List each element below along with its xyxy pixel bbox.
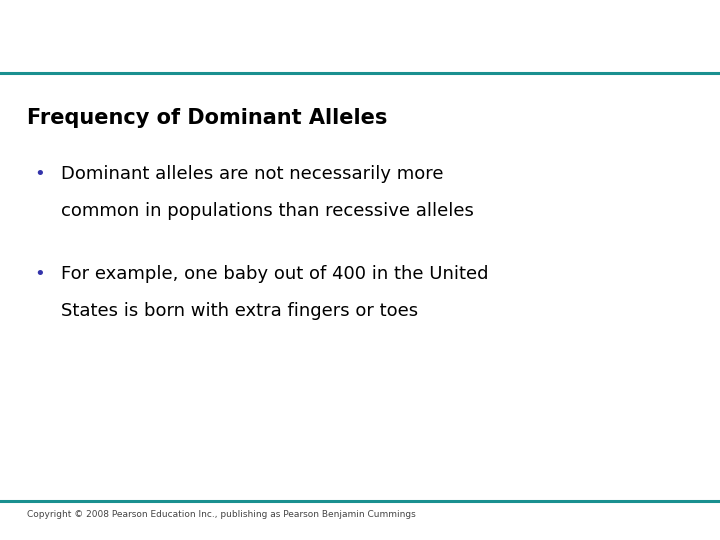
Text: Copyright © 2008 Pearson Education Inc., publishing as Pearson Benjamin Cummings: Copyright © 2008 Pearson Education Inc.,… [27,510,416,519]
Text: Frequency of Dominant Alleles: Frequency of Dominant Alleles [27,108,388,128]
Text: •: • [35,265,45,282]
Text: common in populations than recessive alleles: common in populations than recessive all… [61,202,474,220]
Text: Dominant alleles are not necessarily more: Dominant alleles are not necessarily mor… [61,165,444,183]
Text: States is born with extra fingers or toes: States is born with extra fingers or toe… [61,302,418,320]
Text: For example, one baby out of 400 in the United: For example, one baby out of 400 in the … [61,265,489,282]
Text: •: • [35,165,45,183]
